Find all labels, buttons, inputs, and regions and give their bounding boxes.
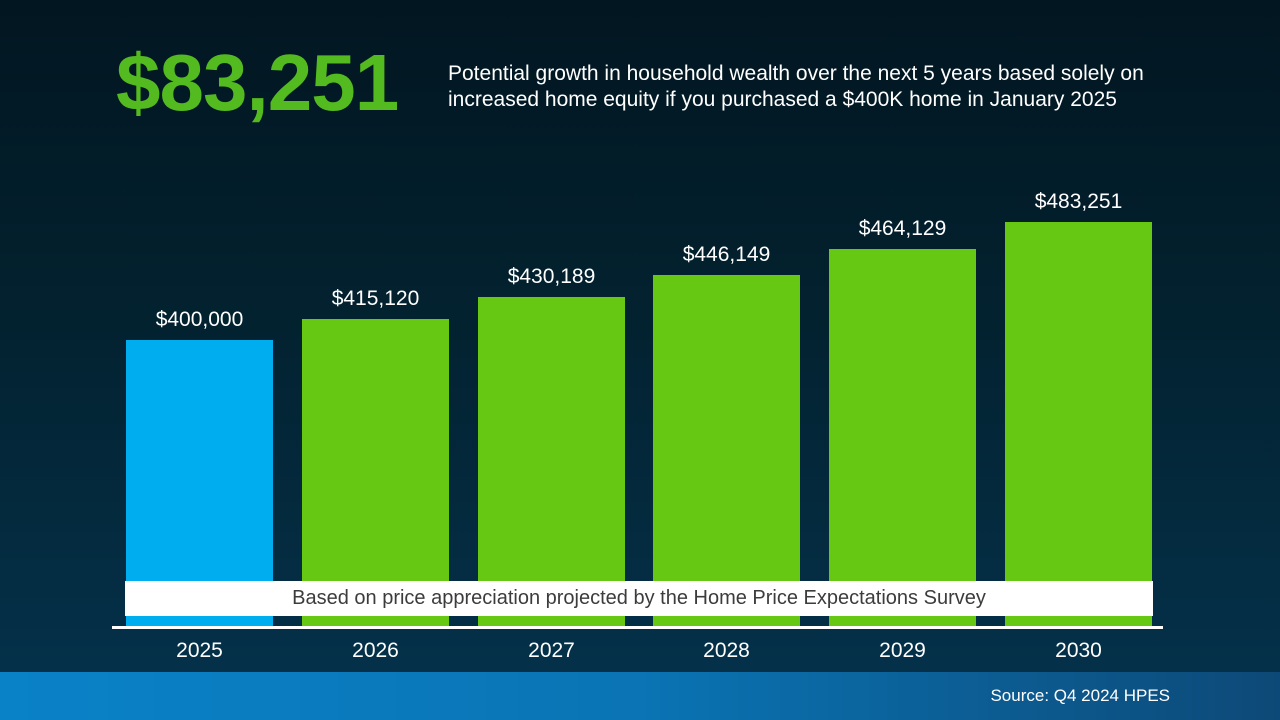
bar-value-label: $464,129: [858, 217, 947, 240]
annotation-text: Based on price appreciation projected by…: [292, 587, 986, 609]
x-axis-label: 2026: [352, 639, 399, 662]
headline-amount: $83,251: [116, 38, 399, 127]
bar-value-label: $446,149: [682, 243, 771, 266]
bar-2029: [829, 249, 976, 627]
bar-2028: [653, 275, 800, 627]
bar-value-label: $430,189: [507, 265, 596, 288]
x-axis-label: 2025: [176, 639, 223, 662]
bar-value-label: $415,120: [331, 287, 420, 310]
x-axis-label: 2029: [879, 639, 926, 662]
x-axis-label: 2028: [703, 639, 750, 662]
x-axis-label: 2027: [528, 639, 575, 662]
description-text: Potential growth in household wealth ove…: [448, 62, 1144, 111]
bar-2030: [1005, 222, 1152, 627]
x-axis-line: [112, 626, 1163, 629]
bar-2027: [478, 297, 625, 627]
bar-value-label: $483,251: [1034, 190, 1123, 213]
bar-value-label: $400,000: [155, 308, 244, 331]
bar-2025: [126, 340, 273, 627]
footer-bar: Source: Q4 2024 HPES: [0, 672, 1280, 720]
source-text: Source: Q4 2024 HPES: [990, 686, 1170, 705]
bar-2026: [302, 319, 449, 627]
annotation-banner: Based on price appreciation projected by…: [125, 581, 1153, 616]
x-axis-label: 2030: [1055, 639, 1102, 662]
